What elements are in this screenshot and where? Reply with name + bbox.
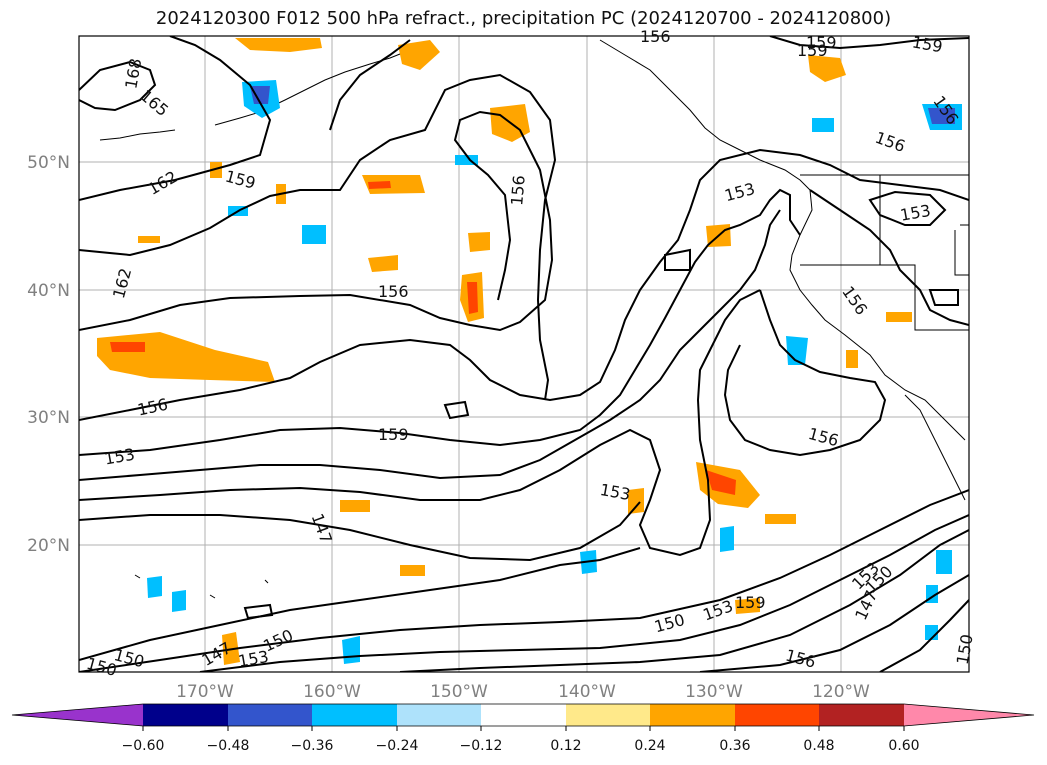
lon-label: 170°W [176, 682, 234, 702]
map-content [79, 36, 969, 672]
contour-label: 156 [378, 282, 409, 301]
colorbar-tick-label: 0.12 [550, 738, 581, 754]
contour-label: 159 [378, 425, 409, 444]
lat-label: 40°N [27, 281, 70, 301]
colorbar-tick-label: −0.60 [122, 738, 165, 754]
colorbar-tick-label: −0.12 [460, 738, 503, 754]
precip-shading [97, 38, 962, 665]
colorbar-segment [143, 704, 228, 726]
lon-label: 150°W [430, 682, 488, 702]
colorbar-tick-label: 0.48 [803, 738, 834, 754]
contour-label: 156 [640, 27, 671, 46]
colorbar: −0.60 −0.48 −0.36 −0.24 −0.12 0.12 0.24 … [11, 703, 1035, 754]
contour-label: 156 [507, 174, 529, 206]
colorbar-tick-label: 0.24 [634, 738, 665, 754]
colorbar-segment [228, 704, 312, 726]
colorbar-segment [566, 704, 650, 726]
colorbar-segment [735, 704, 819, 726]
contour-label: 159 [735, 593, 766, 612]
colorbar-tick-label: 0.36 [719, 738, 750, 754]
lat-label: 20°N [27, 536, 70, 556]
colorbar-segment [819, 704, 904, 726]
colorbar-tick-label: −0.36 [291, 738, 334, 754]
contour-lines [79, 36, 969, 672]
map-title: 2024120300 F012 500 hPa refract., precip… [155, 8, 892, 29]
lon-labels: 170°W 160°W 150°W 140°W 130°W 120°W [176, 682, 870, 702]
contour-label: 159 [806, 33, 837, 52]
colorbar-tick-label: −0.24 [376, 738, 419, 754]
colorbar-segment [312, 704, 397, 726]
contour-labels: 168 165 162 159 156 162 156 156 153 159 … [84, 27, 976, 680]
lon-label: 120°W [812, 682, 870, 702]
map-frame [78, 35, 970, 673]
colorbar-tick-label: 0.60 [888, 738, 919, 754]
lon-label: 160°W [303, 682, 361, 702]
lat-label: 30°N [27, 408, 70, 428]
colorbar-tick-label: −0.48 [207, 738, 250, 754]
contour-label: 150 [953, 633, 977, 666]
colorbar-over-triangle [904, 704, 1034, 726]
lon-label: 130°W [685, 682, 743, 702]
lat-labels: 50°N 40°N 30°N 20°N [27, 153, 70, 556]
colorbar-segment [650, 704, 735, 726]
contour-label: 159 [797, 41, 828, 60]
colorbar-segment [481, 704, 566, 726]
lat-label: 50°N [27, 153, 70, 173]
coastlines [99, 39, 969, 599]
colorbar-segment [397, 704, 481, 726]
lon-label: 140°W [558, 682, 616, 702]
colorbar-under-triangle [12, 704, 143, 726]
